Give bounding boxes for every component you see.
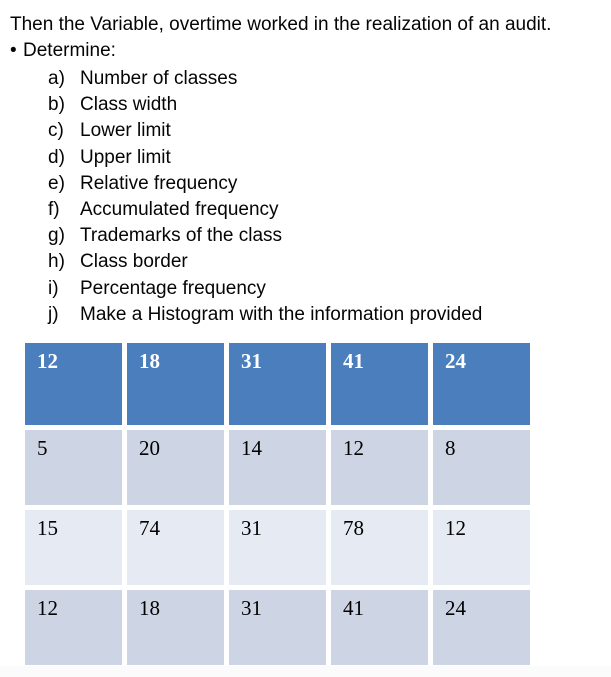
list-item-text: Trademarks of the class: [80, 225, 283, 247]
frequency-data-table: 12 18 31 41 24 5 20 14 12 8 15 74 31 78 …: [25, 343, 530, 665]
list-item-text: Number of classes: [80, 68, 238, 89]
list-item-letter: j): [48, 303, 59, 325]
list-item-letter: b): [48, 94, 65, 116]
table-cell: 18: [127, 590, 224, 665]
determine-line: • Determine:: [0, 38, 611, 64]
table-cell: 74: [127, 510, 224, 585]
table-cell: 8: [433, 430, 530, 505]
table-header-cell: 12: [25, 343, 122, 425]
list-item-text: Percentage frequency: [80, 277, 266, 299]
table-header-cell: 18: [127, 343, 224, 425]
list-item-letter: i): [48, 277, 59, 299]
list-item: c) Lower limit: [0, 118, 611, 144]
table-cell: 31: [229, 510, 326, 585]
list-item: h) Class border: [0, 249, 611, 275]
table-cell: 14: [229, 430, 326, 505]
intro-paragraph: Then the Variable, overtime worked in th…: [10, 14, 552, 35]
list-item-text: Class width: [80, 94, 178, 116]
table-cell: 20: [127, 430, 224, 505]
list-item-text: Make a Histogram with the information pr…: [80, 303, 483, 325]
table-header-cell: 24: [433, 343, 530, 425]
table-header-cell: 31: [229, 343, 326, 425]
list-item: b) Class width: [0, 92, 611, 118]
list-item: e) Relative frequency: [0, 171, 611, 197]
list-item: j) Make a Histogram with the information …: [0, 302, 611, 328]
determine-label: Determine:: [23, 40, 116, 61]
list-item: i) Percentage frequency: [0, 276, 611, 302]
table-cell: 12: [25, 590, 122, 665]
list-item-letter: h): [48, 251, 65, 273]
page-bottom-edge: [0, 666, 611, 677]
table-cell: 24: [433, 590, 530, 665]
list-item-letter: d): [48, 146, 65, 168]
table-header-cell: 41: [331, 343, 428, 425]
list-item-letter: g): [48, 225, 65, 247]
list-item-letter: c): [48, 120, 64, 142]
list-item-text: Lower limit: [80, 120, 171, 142]
list-item-text: Class border: [80, 251, 188, 273]
list-item-text: Relative frequency: [80, 172, 238, 194]
table-cell: 12: [433, 510, 530, 585]
list-item-text: Accumulated frequency: [80, 199, 279, 221]
list-item-letter: a): [48, 68, 65, 89]
table-cell: 41: [331, 590, 428, 665]
table-cell: 5: [25, 430, 122, 505]
table-cell: 12: [331, 430, 428, 505]
table-cell: 78: [331, 510, 428, 585]
table-cell: 31: [229, 590, 326, 665]
lettered-list: a) Number of classes b) Class width c) Lowe…: [0, 64, 611, 328]
bullet-marker: •: [10, 40, 17, 61]
list-item: a) Number of classes: [0, 66, 611, 92]
list-item: f) Accumulated frequency: [0, 197, 611, 223]
list-item-text: Upper limit: [80, 146, 171, 168]
list-item-letter: e): [48, 172, 65, 194]
list-item: g) Trademarks of the class: [0, 223, 611, 249]
table-cell: 15: [25, 510, 122, 585]
list-item: d) Upper limit: [0, 145, 611, 171]
list-item-letter: f): [48, 199, 60, 221]
